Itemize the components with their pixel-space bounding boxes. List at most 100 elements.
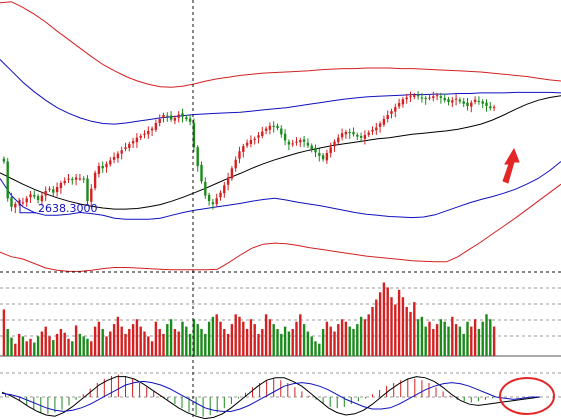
volume-bar [139, 326, 142, 356]
macd-histogram [5, 374, 493, 417]
volume-bar [413, 302, 416, 356]
candle-body [352, 132, 355, 135]
volume-bar [340, 319, 344, 356]
volume-bar [302, 324, 306, 356]
volume-bar [2, 309, 6, 356]
candle-body [443, 98, 446, 101]
candle-body [177, 114, 180, 118]
volume-bar [348, 326, 351, 356]
volume-bar [462, 333, 465, 356]
volume-bar [207, 321, 211, 356]
volume-bar [90, 341, 93, 356]
volume-bar [325, 321, 329, 356]
candle-body [63, 180, 66, 184]
candle-body [333, 141, 336, 147]
candle-body [245, 142, 249, 146]
volume-bar [105, 336, 108, 356]
candle-body [470, 102, 473, 107]
candle-body [166, 115, 169, 117]
candle-body [325, 153, 329, 161]
volume-bar [352, 329, 355, 356]
macd-circle-annotation [499, 377, 555, 415]
volume-bar [359, 316, 363, 356]
candle-body [150, 128, 154, 131]
candle-body [485, 102, 488, 106]
candle-body [318, 153, 321, 156]
volume-bar [78, 333, 82, 356]
volume-bar [424, 326, 427, 356]
candle-body [299, 140, 302, 143]
candle-body [280, 128, 283, 135]
volume-bar [17, 333, 21, 356]
candle-body [390, 111, 393, 114]
candle-body [2, 158, 6, 162]
volume-bar [74, 325, 78, 356]
volume-bar [306, 331, 310, 356]
volume-bar [25, 341, 28, 356]
volume-bar [101, 329, 104, 356]
candle-body [329, 147, 332, 153]
volume-bar [458, 326, 462, 356]
candle-body [432, 96, 435, 98]
volume-bar [40, 331, 44, 356]
volume-bar [287, 331, 291, 356]
volume-bar [367, 314, 370, 356]
inner-upper-band-line [0, 59, 561, 125]
candle-body [188, 118, 192, 122]
candle-body [78, 178, 82, 180]
candle-body [105, 163, 108, 168]
candle-body [375, 127, 378, 131]
volume-bar [329, 326, 332, 356]
volume-bar [169, 319, 173, 356]
candle-body [306, 142, 310, 146]
volume-bar [192, 319, 196, 356]
candle-body [120, 150, 123, 154]
volume-bar [394, 304, 397, 356]
candle-body [340, 133, 344, 138]
volume-bar [211, 316, 215, 356]
volume-bar [485, 314, 488, 356]
volume-bar [21, 336, 25, 356]
candle-body [124, 147, 127, 149]
candle-body [287, 141, 291, 145]
volume-bar [173, 329, 177, 356]
candle-body [462, 101, 465, 104]
candle-body [131, 141, 135, 144]
candle-body [116, 153, 120, 159]
candle-body [101, 166, 104, 169]
volume-bar [181, 321, 184, 356]
candle-body [489, 106, 492, 109]
volume-bar [44, 326, 47, 356]
candle-body [36, 196, 40, 201]
price-label-marker [19, 199, 36, 214]
volume-bar [428, 321, 431, 356]
candle-body [200, 164, 203, 182]
volume-bar [226, 333, 230, 356]
volume-bar [67, 338, 70, 356]
candle-body [109, 160, 112, 165]
candle-body [458, 99, 462, 102]
candle-body [25, 198, 28, 203]
volume-bar [257, 333, 260, 356]
candle-body [447, 99, 450, 102]
volume-bars [2, 282, 496, 356]
candle-body [302, 139, 306, 142]
candle-body [82, 178, 85, 180]
volume-bar [416, 319, 420, 356]
volume-bar [230, 324, 234, 356]
candle-body [337, 137, 340, 143]
volume-bar [492, 326, 496, 356]
volume-bar [318, 343, 321, 356]
candle-body [169, 115, 173, 120]
volume-bar [29, 338, 32, 356]
candle-body [283, 133, 287, 141]
candle-body [74, 177, 78, 180]
volume-bar [131, 324, 135, 356]
candle-body [451, 100, 454, 103]
volume-bar [333, 331, 336, 356]
candle-body [48, 188, 51, 190]
candle-body [310, 145, 313, 149]
candle-body [207, 194, 211, 202]
volume-bar [215, 314, 218, 356]
candle-body [226, 177, 230, 185]
